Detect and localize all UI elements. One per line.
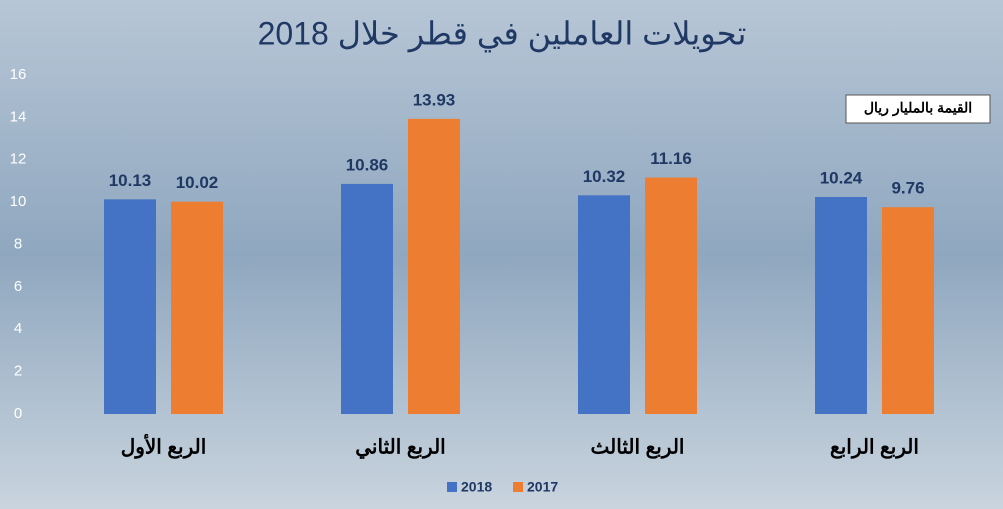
y-tick-label: 0 [14, 405, 22, 422]
y-tick-label: 16 [10, 66, 27, 83]
x-tick-label: الربع الثاني [355, 436, 445, 459]
y-tick-label: 10 [10, 193, 27, 210]
bar [341, 183, 393, 414]
x-tick-label: الربع الرابع [830, 436, 919, 459]
data-label: 10.02 [176, 173, 219, 192]
legend-label: 2018 [461, 479, 492, 495]
data-label: 11.16 [650, 149, 692, 168]
chart-title: تحويلات العاملين في قطر خلال 2018 [258, 15, 747, 52]
data-label: 10.32 [583, 167, 626, 186]
bar [882, 207, 934, 414]
legend-label: 2017 [527, 479, 558, 495]
y-tick-label: 8 [14, 235, 22, 252]
data-label: 10.24 [820, 169, 863, 188]
y-tick-label: 2 [14, 363, 22, 380]
bar [104, 199, 156, 414]
data-label: 10.13 [109, 171, 152, 190]
legend-swatch [513, 482, 523, 492]
y-tick-label: 4 [14, 320, 22, 337]
annotation-box [845, 94, 991, 124]
data-label: 9.76 [891, 179, 924, 198]
y-tick-label: 12 [10, 151, 27, 168]
bar [645, 177, 697, 414]
data-label: 13.93 [413, 90, 456, 109]
y-tick-label: 14 [10, 108, 27, 125]
y-tick-label: 6 [14, 278, 22, 295]
bar [408, 118, 460, 414]
x-tick-label: الربع الثالث [591, 436, 685, 459]
bar [578, 195, 630, 414]
annotation: القيمة بالمليار ريال [864, 100, 972, 117]
x-tick-label: الربع الأول [121, 433, 207, 459]
bar [171, 201, 223, 414]
data-label: 10.86 [346, 155, 389, 174]
bar [815, 197, 867, 414]
legend-swatch [447, 482, 457, 492]
